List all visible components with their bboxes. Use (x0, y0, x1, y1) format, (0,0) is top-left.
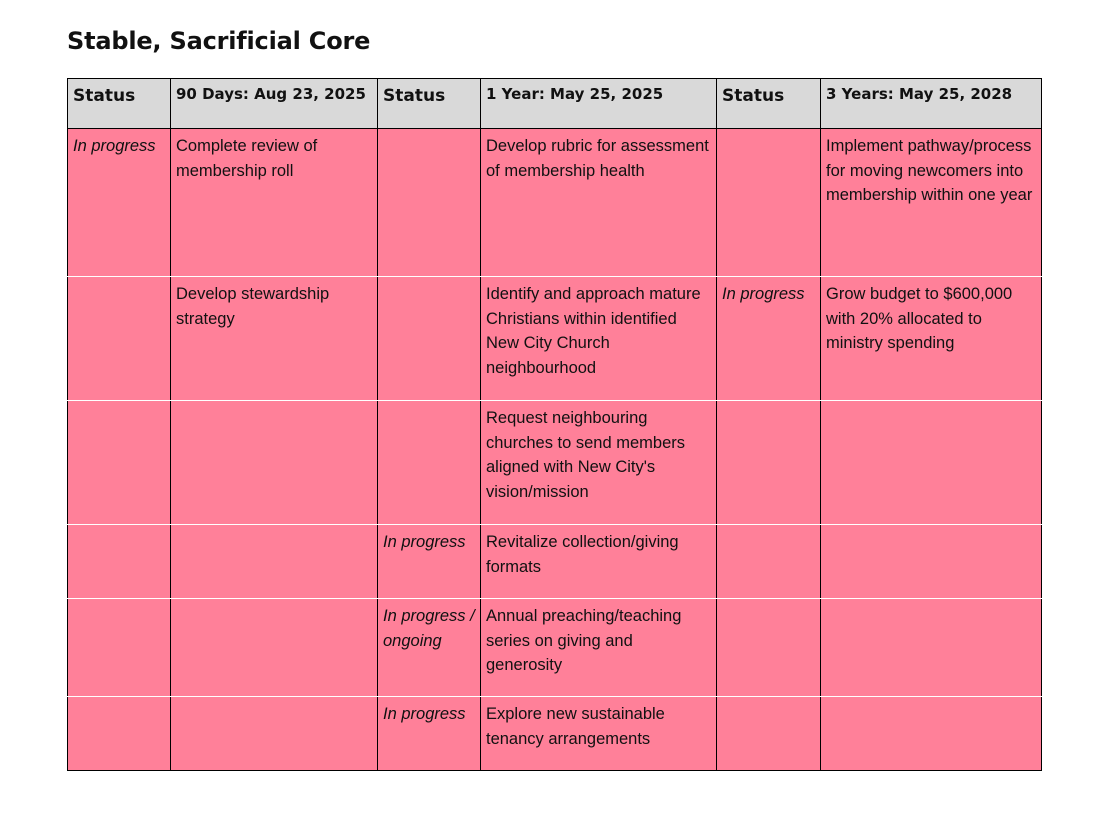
goal-cell-90-days (170, 696, 378, 771)
goal-cell-1-year: Explore new sustainable tenancy arrangem… (480, 696, 717, 771)
goal-cell-90-days (170, 598, 378, 697)
goal-cell-1-year: Annual preaching/teaching series on givi… (480, 598, 717, 697)
goal-cell-1-year: Identify and approach mature Christians … (480, 276, 717, 401)
goal-cell-1-year: Develop rubric for assessment of members… (480, 128, 717, 277)
table-row: In progress / ongoing Annual preaching/t… (67, 598, 1042, 697)
status-cell (67, 400, 171, 525)
goal-cell-90-days (170, 400, 378, 525)
status-cell: In progress (67, 128, 171, 277)
goal-cell-90-days: Complete review of membership roll (170, 128, 378, 277)
goal-cell-3-years (820, 400, 1042, 525)
table-row: Request neighbouring churches to send me… (67, 400, 1042, 525)
status-cell (67, 598, 171, 697)
header-status-3-years: Status (716, 78, 821, 129)
goal-cell-1-year: Request neighbouring churches to send me… (480, 400, 717, 525)
header-status-1-year: Status (377, 78, 481, 129)
status-cell (377, 400, 481, 525)
status-cell (377, 276, 481, 401)
header-status-90-days: Status (67, 78, 171, 129)
status-cell (716, 524, 821, 599)
status-cell (716, 128, 821, 277)
status-cell (716, 598, 821, 697)
goal-cell-3-years (820, 598, 1042, 697)
strategic-plan-table: Status 90 Days: Aug 23, 2025 Status 1 Ye… (67, 78, 1042, 771)
status-cell: In progress (377, 524, 481, 599)
goal-cell-3-years: Grow budget to $600,000 with 20% allocat… (820, 276, 1042, 401)
table-row: In progress Complete review of membershi… (67, 128, 1042, 277)
status-cell (377, 128, 481, 277)
goal-cell-3-years (820, 524, 1042, 599)
goal-cell-1-year: Revitalize collection/giving formats (480, 524, 717, 599)
status-cell (716, 696, 821, 771)
goal-cell-3-years: Implement pathway/process for moving new… (820, 128, 1042, 277)
status-cell: In progress / ongoing (377, 598, 481, 697)
table-header-row: Status 90 Days: Aug 23, 2025 Status 1 Ye… (67, 78, 1042, 129)
goal-cell-90-days (170, 524, 378, 599)
header-90-days: 90 Days: Aug 23, 2025 (170, 78, 378, 129)
status-cell: In progress (377, 696, 481, 771)
table-row: Develop stewardship strategy Identify an… (67, 276, 1042, 401)
goal-cell-3-years (820, 696, 1042, 771)
header-1-year: 1 Year: May 25, 2025 (480, 78, 717, 129)
goal-cell-90-days: Develop stewardship strategy (170, 276, 378, 401)
header-3-years: 3 Years: May 25, 2028 (820, 78, 1042, 129)
status-cell (67, 696, 171, 771)
table-row: In progress Explore new sustainable tena… (67, 696, 1042, 771)
table-row: In progress Revitalize collection/giving… (67, 524, 1042, 599)
status-cell: In progress (716, 276, 821, 401)
status-cell (67, 276, 171, 401)
status-cell (716, 400, 821, 525)
status-cell (67, 524, 171, 599)
page-title: Stable, Sacrificial Core (67, 27, 371, 55)
